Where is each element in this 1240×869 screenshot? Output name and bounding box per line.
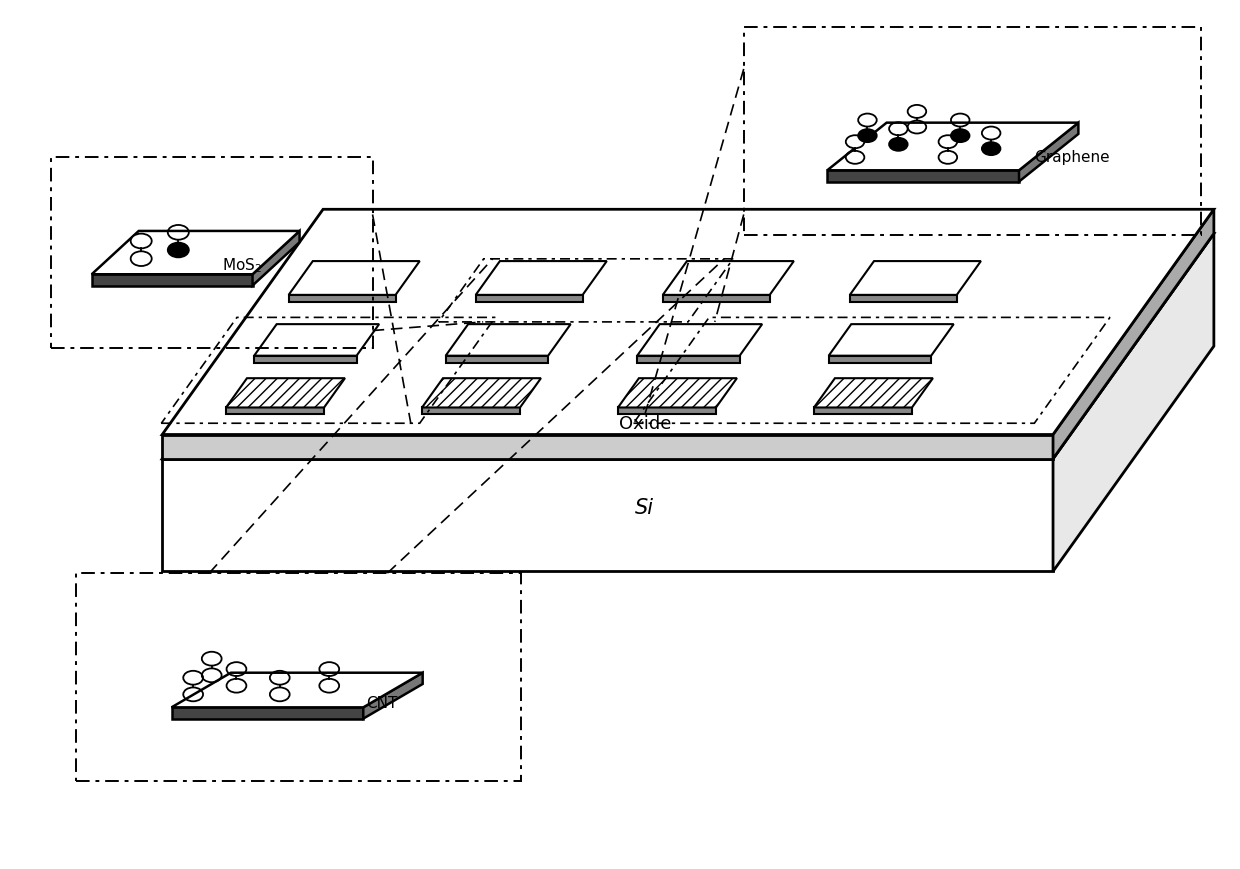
Polygon shape bbox=[1053, 234, 1214, 571]
Circle shape bbox=[858, 129, 877, 143]
Polygon shape bbox=[828, 355, 931, 362]
Polygon shape bbox=[813, 378, 932, 408]
Polygon shape bbox=[445, 324, 570, 355]
Circle shape bbox=[951, 129, 970, 143]
Polygon shape bbox=[663, 295, 770, 302]
Polygon shape bbox=[162, 209, 1214, 434]
Circle shape bbox=[130, 234, 151, 249]
Polygon shape bbox=[226, 378, 345, 408]
Polygon shape bbox=[1053, 209, 1214, 459]
Bar bbox=[744, 28, 1202, 235]
Bar bbox=[76, 573, 521, 781]
Polygon shape bbox=[849, 295, 957, 302]
Polygon shape bbox=[1019, 123, 1079, 182]
Text: Graphene: Graphene bbox=[1034, 149, 1110, 165]
Polygon shape bbox=[254, 355, 357, 362]
Polygon shape bbox=[289, 261, 419, 295]
Circle shape bbox=[982, 143, 1001, 156]
Text: Si: Si bbox=[635, 498, 655, 518]
Text: Oxide: Oxide bbox=[619, 415, 671, 433]
Polygon shape bbox=[92, 231, 300, 275]
Polygon shape bbox=[162, 234, 1214, 459]
Text: MoS$_2$: MoS$_2$ bbox=[222, 256, 262, 275]
Polygon shape bbox=[445, 355, 548, 362]
Polygon shape bbox=[162, 459, 1053, 571]
Polygon shape bbox=[827, 123, 1079, 170]
Polygon shape bbox=[663, 261, 794, 295]
Polygon shape bbox=[253, 231, 300, 286]
Polygon shape bbox=[162, 434, 1053, 459]
Bar bbox=[51, 157, 372, 348]
Polygon shape bbox=[171, 707, 363, 719]
Polygon shape bbox=[618, 378, 737, 408]
Circle shape bbox=[846, 136, 864, 149]
Polygon shape bbox=[476, 261, 606, 295]
Polygon shape bbox=[289, 295, 396, 302]
Polygon shape bbox=[226, 408, 324, 415]
Polygon shape bbox=[92, 275, 253, 286]
Polygon shape bbox=[827, 170, 1019, 182]
Polygon shape bbox=[849, 261, 981, 295]
Polygon shape bbox=[637, 324, 763, 355]
Circle shape bbox=[908, 105, 926, 118]
Polygon shape bbox=[618, 408, 715, 415]
Polygon shape bbox=[828, 324, 954, 355]
Polygon shape bbox=[813, 408, 911, 415]
Circle shape bbox=[939, 136, 957, 149]
Text: CNT: CNT bbox=[366, 695, 398, 711]
Circle shape bbox=[167, 242, 188, 257]
Polygon shape bbox=[637, 355, 739, 362]
Polygon shape bbox=[254, 324, 379, 355]
Polygon shape bbox=[476, 295, 583, 302]
Polygon shape bbox=[422, 378, 541, 408]
Circle shape bbox=[889, 138, 908, 151]
Polygon shape bbox=[422, 408, 520, 415]
Polygon shape bbox=[363, 673, 423, 719]
Polygon shape bbox=[171, 673, 423, 707]
